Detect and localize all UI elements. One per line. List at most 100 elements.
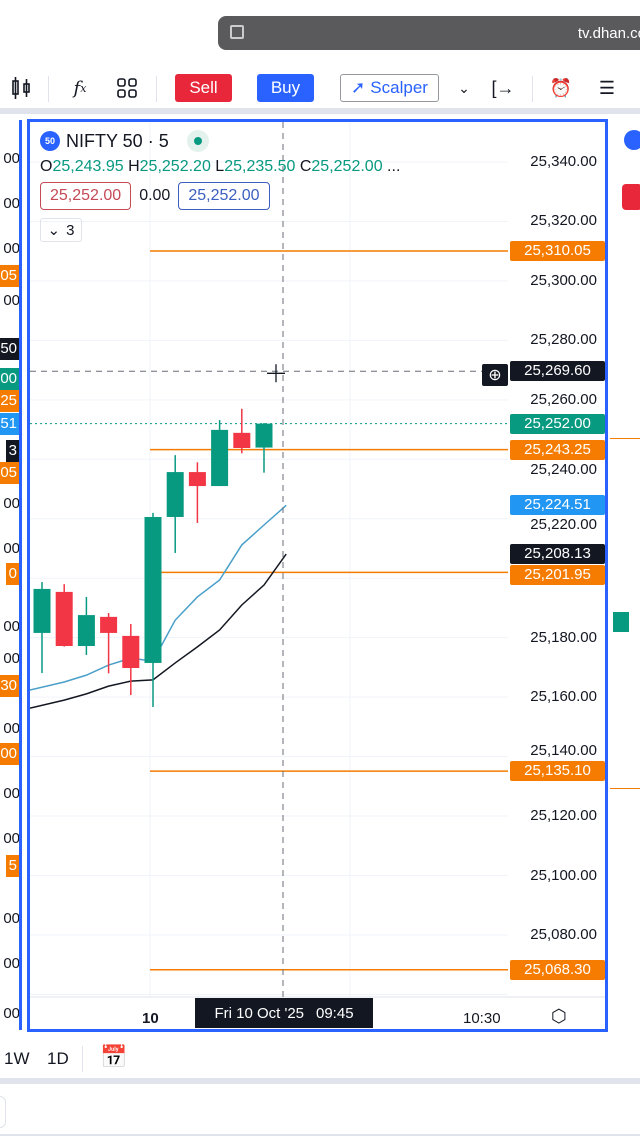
tabs-icon[interactable] bbox=[230, 25, 244, 39]
left-axis-fragment: 00 bbox=[0, 368, 20, 390]
buy-button[interactable]: Buy bbox=[257, 74, 314, 102]
crosshair-time-label: Fri 10 Oct '25 09:45 bbox=[195, 998, 373, 1028]
left-axis-fragment: 00 bbox=[3, 910, 20, 927]
candle-up bbox=[166, 472, 184, 517]
level-line-fragment bbox=[610, 788, 640, 789]
bottom-toolbar: 1W 1D 📅 bbox=[0, 1038, 640, 1084]
object-tree-icon[interactable]: ☰ bbox=[598, 77, 616, 98]
candle-fragment bbox=[613, 612, 629, 632]
scalper-button[interactable]: ➚ Scalper bbox=[340, 74, 439, 102]
candle-down bbox=[55, 591, 73, 647]
time-label-later: 10:30 bbox=[463, 1010, 501, 1027]
url-text: tv.dhan.co bbox=[577, 25, 640, 42]
chart-panel[interactable]: 50 NIFTY 50 · 5 O25,243.95 H25,252.20 L2… bbox=[27, 119, 608, 1032]
layouts-icon[interactable] bbox=[114, 74, 140, 102]
left-axis-fragment: 00 bbox=[3, 240, 20, 257]
left-axis-fragment: 3 bbox=[5, 440, 20, 462]
candle-down bbox=[188, 472, 206, 487]
price-axis-label: 25,140.00 bbox=[530, 742, 597, 760]
left-chart-fragment: 00 00 00 05 00 50 00 25 51 3 05 00 00 0 00 00 30 00 00 00 00… bbox=[0, 120, 22, 1030]
left-axis-fragment: 00 bbox=[3, 720, 20, 737]
left-axis-fragment: 00 bbox=[0, 743, 20, 765]
chart-legend: 50 NIFTY 50 · 5 O25,243.95 H25,252.20 L2… bbox=[40, 130, 400, 242]
alarm-icon[interactable]: ⏰ bbox=[549, 77, 573, 98]
left-axis-fragment: 05 bbox=[0, 462, 20, 484]
candle-type-icon[interactable] bbox=[8, 74, 34, 102]
timeframe-1d[interactable]: 1D bbox=[47, 1049, 69, 1068]
ohlc-values: O25,243.95 H25,252.20 L25,235.50 C25,252… bbox=[40, 158, 401, 175]
candle-up bbox=[255, 423, 273, 448]
sell-box-fragment bbox=[622, 184, 640, 210]
input-fragment[interactable] bbox=[0, 1096, 6, 1128]
price-badge: 25,269.60 bbox=[510, 361, 605, 382]
sell-price-box[interactable]: 25,252.00 bbox=[40, 182, 132, 210]
candle-down bbox=[100, 616, 118, 633]
exit-icon[interactable]: [→ bbox=[491, 77, 515, 98]
left-axis-fragment: 00 bbox=[3, 1005, 20, 1022]
price-axis-label: 25,080.00 bbox=[530, 925, 597, 943]
candle-down bbox=[122, 635, 140, 669]
browser-url-bar[interactable]: tv.dhan.co bbox=[218, 16, 640, 50]
left-axis-fragment: 25 bbox=[0, 390, 20, 412]
chevron-down-icon[interactable]: ⌄ bbox=[458, 79, 470, 96]
price-axis-label: 25,160.00 bbox=[530, 688, 597, 706]
left-axis-fragment: 00 bbox=[3, 540, 20, 557]
left-axis-fragment: 00 bbox=[3, 785, 20, 802]
left-axis-fragment: 05 bbox=[0, 265, 20, 287]
scalper-label: Scalper bbox=[370, 78, 428, 97]
go-to-date-icon[interactable]: 📅 bbox=[100, 1044, 128, 1069]
price-axis-label: 25,180.00 bbox=[530, 628, 597, 646]
timeframe-1w[interactable]: 1W bbox=[4, 1049, 30, 1068]
indicators-toggle[interactable]: ⌄ 3 bbox=[40, 218, 82, 242]
price-axis-label: 25,120.00 bbox=[530, 807, 597, 825]
left-axis-fragment: 5 bbox=[5, 855, 20, 877]
candle-up bbox=[144, 516, 162, 663]
price-axis-label: 25,240.00 bbox=[530, 460, 597, 478]
left-axis-fragment: 00 bbox=[3, 495, 20, 512]
price-axis-label: 25,100.00 bbox=[530, 866, 597, 884]
chevron-down-icon: ⌄ bbox=[47, 222, 61, 239]
candle-up bbox=[77, 615, 95, 647]
price-badge: 25,310.05 bbox=[510, 241, 605, 262]
sell-button[interactable]: Sell bbox=[175, 74, 232, 102]
left-axis-fragment: 00 bbox=[3, 150, 20, 167]
left-axis-fragment: 51 bbox=[0, 413, 20, 435]
scalper-icon: ➚ bbox=[351, 78, 366, 97]
crosshair-cursor-icon bbox=[267, 364, 285, 383]
price-badge: 25,201.95 bbox=[510, 565, 605, 586]
spread-value: 0.00 bbox=[139, 187, 171, 204]
price-badge: 25,068.30 bbox=[510, 959, 605, 980]
candle-up bbox=[211, 429, 229, 487]
price-axis-label: 25,340.00 bbox=[530, 153, 597, 170]
buy-price-box[interactable]: 25,252.00 bbox=[178, 182, 270, 210]
market-status-icon[interactable] bbox=[186, 130, 209, 152]
ma-slow-line bbox=[30, 553, 287, 709]
left-axis-fragment: 00 bbox=[3, 830, 20, 847]
price-axis-label: 25,220.00 bbox=[530, 516, 597, 534]
left-axis-fragment: 50 bbox=[0, 338, 20, 360]
candle-up bbox=[33, 588, 51, 633]
ma-fast-line bbox=[30, 504, 287, 691]
left-axis-fragment: 00 bbox=[3, 195, 20, 212]
add-alert-plus-icon[interactable]: ⊕ bbox=[482, 364, 508, 386]
symbol-title[interactable]: NIFTY 50 · 5 bbox=[66, 130, 169, 151]
price-axis-label: 25,260.00 bbox=[530, 390, 597, 408]
left-axis-fragment: 00 bbox=[3, 618, 20, 635]
symbol-logo bbox=[624, 130, 640, 150]
level-line-fragment bbox=[610, 438, 640, 439]
left-axis-fragment: 0 bbox=[5, 563, 20, 585]
price-chart[interactable] bbox=[30, 122, 605, 1029]
price-badge: 25,252.00 bbox=[510, 413, 605, 434]
candle-down bbox=[233, 432, 251, 449]
time-label-day: 10 bbox=[142, 1010, 159, 1027]
symbol-logo: 50 bbox=[40, 131, 60, 151]
right-chart-fragment bbox=[610, 120, 640, 1030]
left-axis-fragment: 00 bbox=[3, 650, 20, 667]
left-axis-fragment: 30 bbox=[0, 675, 20, 697]
price-axis-label: 25,300.00 bbox=[530, 271, 597, 289]
left-panel-border bbox=[19, 120, 22, 1030]
chart-settings-icon[interactable]: ⬡ bbox=[551, 1006, 567, 1026]
left-axis-fragment: 00 bbox=[3, 292, 20, 309]
